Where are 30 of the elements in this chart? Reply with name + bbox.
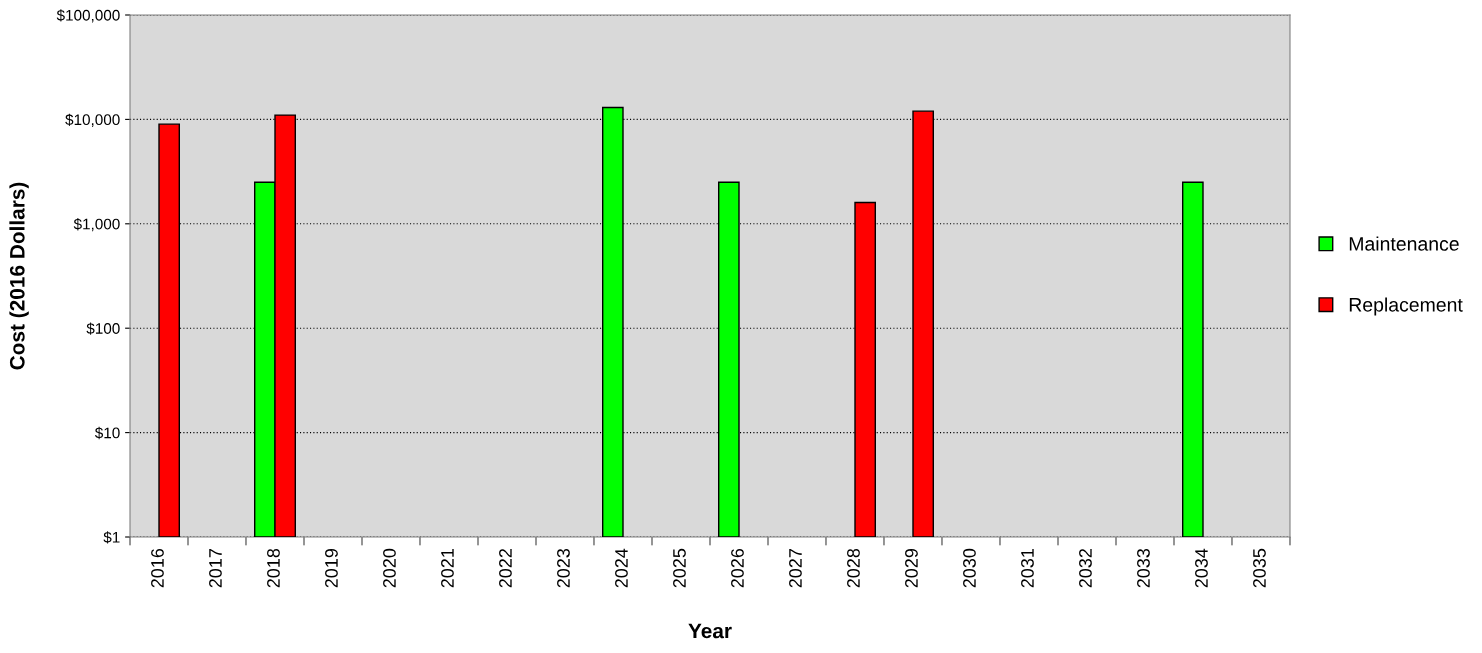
x-tick-label: 2020 bbox=[383, 548, 396, 588]
x-tick-label: 2028 bbox=[847, 548, 860, 588]
y-tick-label: $1 bbox=[103, 531, 120, 544]
x-tick-label: 2026 bbox=[731, 548, 744, 588]
x-tick-label: 2032 bbox=[1079, 549, 1092, 588]
x-tick-label: 2033 bbox=[1137, 548, 1150, 588]
x-tick-label: 2035 bbox=[1253, 548, 1266, 588]
x-tick-label: 2029 bbox=[905, 548, 918, 588]
x-tick-label: 2027 bbox=[789, 549, 802, 588]
x-tick-label: 2034 bbox=[1195, 548, 1208, 588]
y-tick-label: $1,000 bbox=[73, 218, 120, 232]
y-tick-label: $10 bbox=[94, 426, 120, 440]
y-tick-label: $100 bbox=[86, 322, 120, 335]
x-tick-label: 2021 bbox=[441, 548, 454, 588]
legend-label: Maintenance bbox=[1349, 236, 1459, 251]
x-tick-label: 2022 bbox=[499, 549, 512, 588]
x-axis-title: Year bbox=[688, 623, 732, 639]
x-tick-label: 2016 bbox=[151, 548, 164, 588]
x-tick-label: 2019 bbox=[325, 548, 338, 588]
y-axis-title: Cost (2016 Dollars) bbox=[9, 182, 29, 370]
legend-label: Replacement bbox=[1349, 297, 1463, 316]
x-tick-label: 2031 bbox=[1021, 548, 1034, 588]
x-tick-label: 2018 bbox=[267, 548, 280, 588]
x-tick-label: 2023 bbox=[557, 548, 570, 588]
x-tick-label: 2017 bbox=[209, 549, 222, 588]
x-tick-label: 2030 bbox=[963, 548, 976, 588]
x-tick-label: 2024 bbox=[615, 548, 628, 588]
x-tick-label: 2025 bbox=[673, 548, 686, 588]
y-tick-label: $10,000 bbox=[65, 113, 120, 127]
y-tick-label: $100,000 bbox=[56, 9, 120, 23]
